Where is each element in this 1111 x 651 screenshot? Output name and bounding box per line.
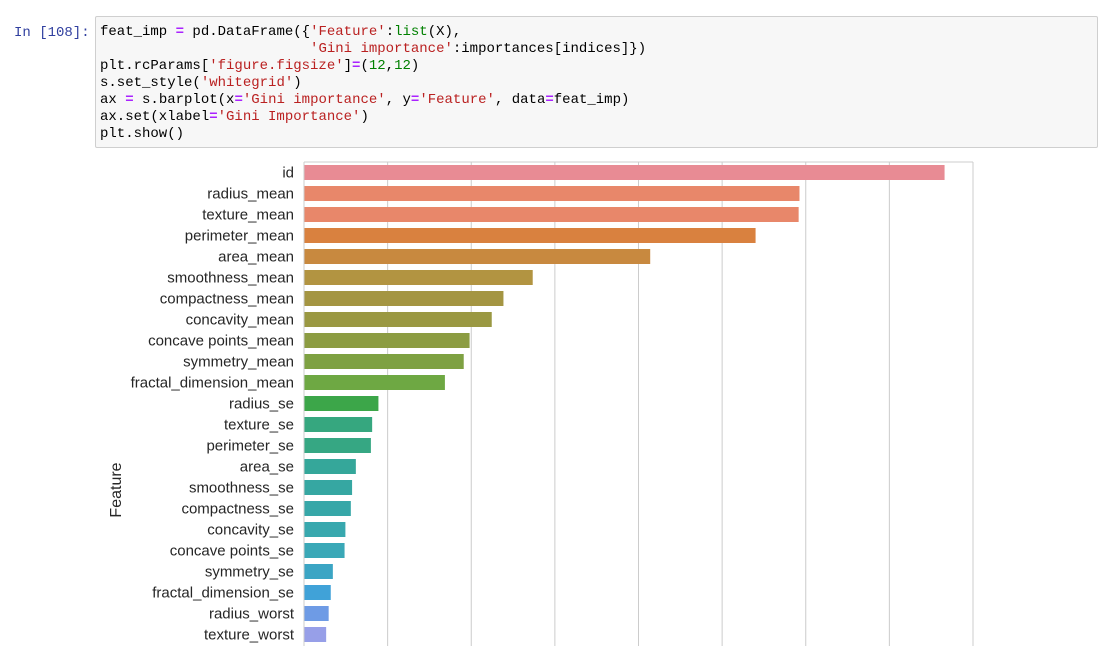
bar (304, 291, 504, 306)
y-tick-label: compactness_se (181, 501, 294, 518)
code-token: plt.show() (100, 126, 185, 142)
code-token: feat_imp) (553, 92, 630, 108)
y-tick-label: smoothness_se (189, 480, 294, 497)
code-line: plt.show() (100, 126, 1093, 143)
y-tick-label: texture_worst (204, 627, 295, 644)
code-token: ) (410, 58, 420, 74)
bar (304, 522, 346, 537)
y-tick-label: concavity_mean (186, 312, 294, 329)
code-token: feat_imp (100, 24, 176, 40)
code-token: , data (494, 92, 546, 108)
code-token: 'figure.figsize' (209, 58, 344, 74)
code-line: ax.set(xlabel='Gini Importance') (100, 109, 1093, 126)
code-token: pd.DataFrame({ (184, 24, 311, 40)
y-tick-label: radius_worst (209, 606, 295, 623)
code-line: feat_imp = pd.DataFrame({'Feature':list(… (100, 24, 1093, 41)
y-tick-label: compactness_mean (160, 291, 294, 308)
code-token: plt.rcParams[ (100, 58, 210, 74)
bar (304, 270, 533, 285)
bar (304, 606, 329, 621)
code-token: s.set_style( (100, 75, 201, 91)
y-tick-label: concave points_mean (148, 333, 294, 350)
bar (304, 417, 373, 432)
code-cell-input[interactable]: feat_imp = pd.DataFrame({'Feature':list(… (95, 16, 1098, 148)
code-token: = (209, 109, 218, 125)
code-token: 12 (368, 58, 386, 74)
code-token: = (352, 58, 361, 74)
code-token: s.barplot(x (133, 92, 235, 108)
y-tick-label: symmetry_se (205, 564, 294, 581)
code-token: ] (343, 58, 353, 74)
code-token: 'Gini Importance' (217, 109, 361, 125)
code-token: 'whitegrid' (200, 75, 294, 91)
code-token: = (545, 92, 554, 108)
code-token: (X), (427, 24, 462, 40)
bar (304, 564, 333, 579)
bar (304, 459, 356, 474)
code-token: ax.set(xlabel (100, 109, 210, 125)
code-token: :importances[indices]}) (452, 41, 647, 57)
bar (304, 501, 351, 516)
bar (304, 354, 464, 369)
bar (304, 249, 651, 264)
y-tick-label: radius_mean (207, 186, 294, 203)
code-token: ( (360, 58, 369, 74)
code-token: ax (100, 92, 126, 108)
y-tick-label: radius_se (229, 396, 294, 413)
code-token: 'Feature' (419, 92, 495, 108)
bar (304, 480, 353, 495)
code-token: 12 (394, 58, 411, 74)
bar (304, 585, 331, 600)
y-tick-label: perimeter_se (206, 438, 294, 455)
code-token: ) (360, 109, 369, 125)
y-tick-label: concave points_se (170, 543, 294, 560)
y-tick-label: area_mean (218, 249, 294, 266)
bar (304, 396, 379, 411)
code-token: , (385, 58, 395, 74)
y-tick-label: perimeter_mean (185, 228, 294, 245)
bar (304, 228, 756, 243)
code-line: s.set_style('whitegrid') (100, 75, 1093, 92)
y-tick-label: area_se (240, 459, 294, 476)
code-token: = (175, 24, 185, 40)
code-line: ax = s.barplot(x='Gini importance', y='F… (100, 92, 1093, 109)
code-line: plt.rcParams['figure.figsize']=(12,12) (100, 58, 1093, 75)
code-token: = (410, 92, 420, 108)
bar (304, 438, 371, 453)
y-tick-label: texture_se (224, 417, 294, 434)
code-token: 'Gini importance' (242, 92, 386, 108)
y-tick-label: symmetry_mean (183, 354, 294, 371)
code-token: list (394, 24, 428, 40)
y-axis-label: Feature (108, 462, 125, 517)
code-token: 'Gini importance' (310, 41, 453, 57)
bar (304, 186, 800, 201)
code-token: ) (293, 75, 302, 91)
bar (304, 207, 799, 222)
y-tick-label: fractal_dimension_se (152, 585, 294, 602)
y-tick-label: texture_mean (202, 207, 294, 224)
bar (304, 375, 445, 390)
gini-importance-bar-chart: id radius_mean texture_mean perimeter_meana… (108, 161, 974, 646)
code-token: = (234, 92, 243, 108)
y-tick-label: concavity_se (207, 522, 294, 539)
cell-prompt: In [108]: (14, 25, 90, 41)
bar (304, 312, 492, 327)
code-token: , y (385, 92, 411, 108)
bar (304, 627, 327, 642)
bar (304, 543, 345, 558)
bar (304, 165, 945, 180)
y-tick-label: id (282, 165, 294, 182)
y-tick-label: fractal_dimension_mean (131, 375, 294, 392)
code-token: : (385, 24, 395, 40)
code-line: 'Gini importance':importances[indices]}) (100, 41, 1093, 58)
code-token: 'Feature' (310, 24, 386, 40)
code-token: = (125, 92, 134, 108)
code-token (100, 41, 310, 57)
y-tick-label: smoothness_mean (167, 270, 294, 287)
bar (304, 333, 470, 348)
